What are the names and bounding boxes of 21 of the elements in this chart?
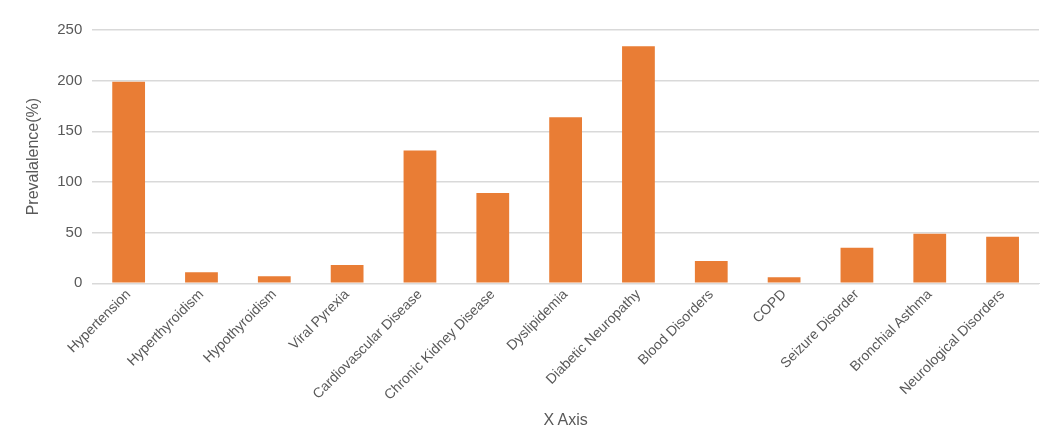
y-tick-label: 100 bbox=[57, 172, 83, 190]
bar bbox=[257, 276, 291, 283]
bar bbox=[840, 247, 874, 283]
bar bbox=[913, 233, 947, 283]
bar bbox=[622, 46, 655, 283]
y-tick-label: 200 bbox=[57, 70, 83, 88]
y-axis-title: Prevalalence(%) bbox=[24, 97, 42, 216]
bar bbox=[330, 265, 364, 283]
x-axis-title: X Axis bbox=[543, 410, 588, 428]
y-tick-label: 50 bbox=[65, 222, 83, 240]
y-tick-label: 150 bbox=[57, 121, 83, 139]
bar bbox=[403, 150, 437, 283]
bar bbox=[549, 117, 582, 283]
bar bbox=[112, 81, 146, 283]
bar bbox=[694, 260, 728, 283]
bar bbox=[767, 277, 801, 283]
y-tick-label: 0 bbox=[73, 273, 83, 291]
bar bbox=[986, 236, 1019, 283]
y-tick-label: 250 bbox=[57, 20, 83, 38]
bar bbox=[185, 272, 218, 283]
bar bbox=[476, 193, 510, 283]
